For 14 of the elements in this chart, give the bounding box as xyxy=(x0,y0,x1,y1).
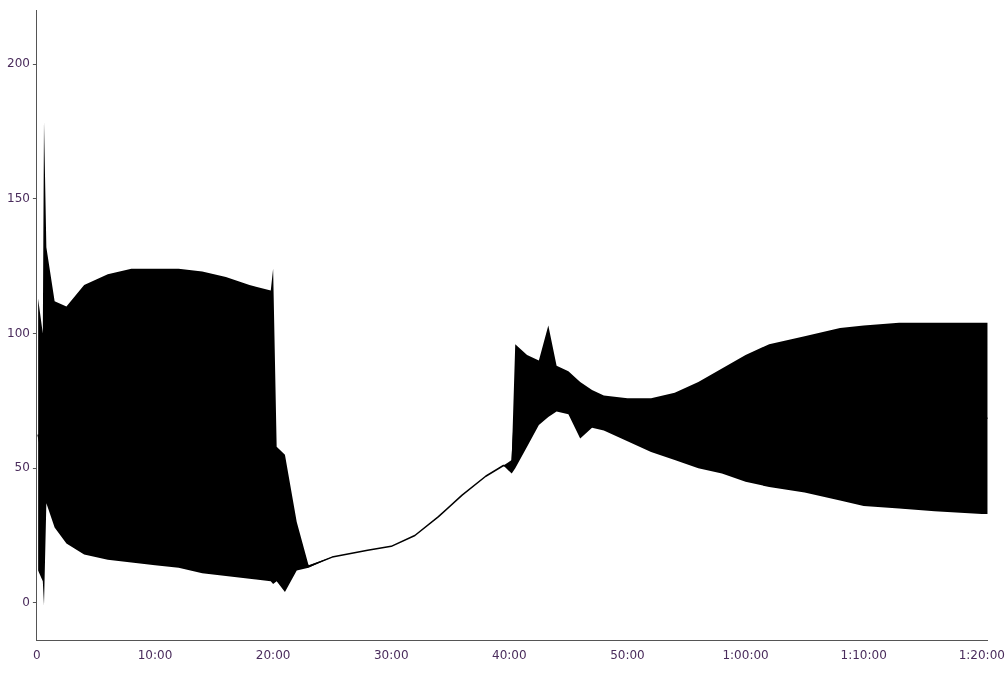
x-tick-label: 0 xyxy=(33,647,41,662)
x-tick-label: 40:00 xyxy=(492,647,527,662)
x-tick-label: 1:00:00 xyxy=(722,647,769,662)
y-tick-label: 50 xyxy=(14,460,30,475)
x-tick-label: 1:20:00 xyxy=(958,647,1005,662)
y-tick-label: 150 xyxy=(7,190,30,205)
x-tick-label: 20:00 xyxy=(255,647,291,662)
x-tick-label: 10:00 xyxy=(137,647,173,662)
y-tick-label: 100 xyxy=(7,325,30,340)
x-tick-label: 50:00 xyxy=(610,647,645,662)
x-tick-label: 30:00 xyxy=(373,647,409,662)
x-tick-label: 1:10:00 xyxy=(840,647,887,662)
y-tick-label: 0 xyxy=(22,595,30,610)
y-tick-label: 200 xyxy=(7,56,30,71)
